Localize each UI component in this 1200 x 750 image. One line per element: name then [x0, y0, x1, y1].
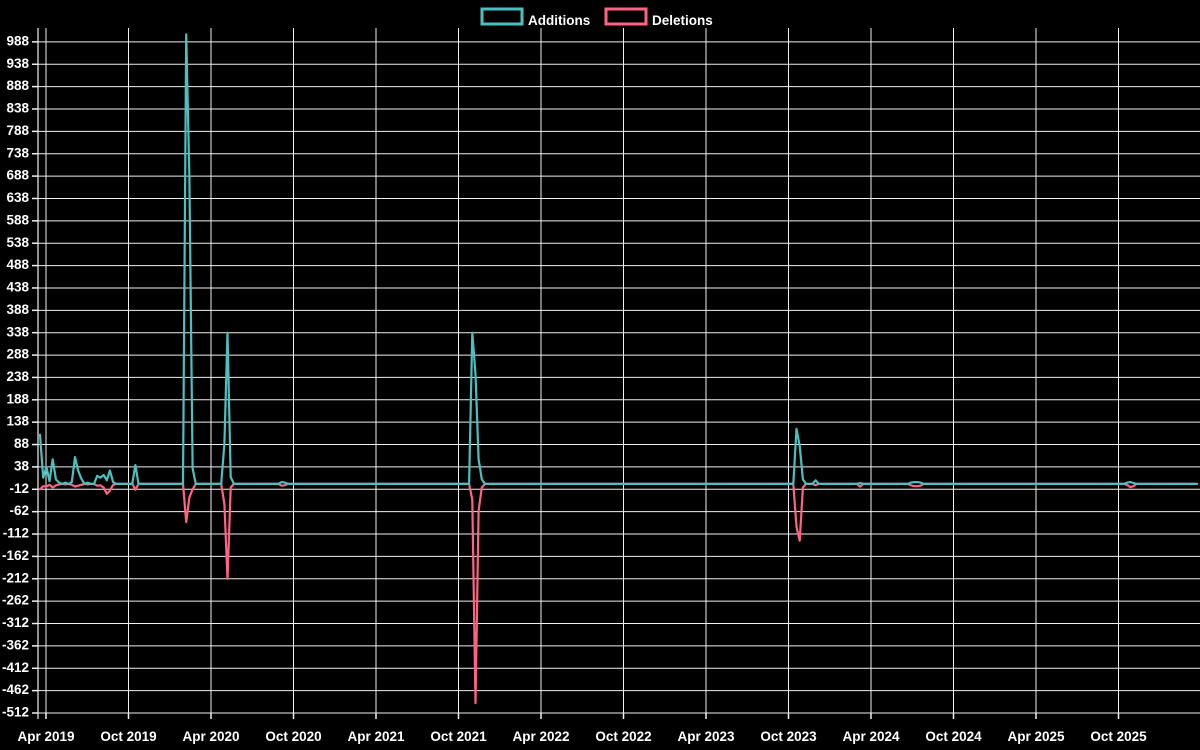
y-tick-label: -412: [2, 660, 29, 675]
y-tick-label: 538: [6, 235, 29, 250]
y-tick-label: 438: [6, 280, 29, 295]
x-tick-label: Apr 2020: [182, 729, 239, 744]
y-tick-label: -312: [2, 615, 29, 630]
x-tick-label: Oct 2023: [760, 729, 817, 744]
x-tick-label: Oct 2021: [430, 729, 487, 744]
y-tick-label: -112: [3, 526, 29, 541]
y-tick-label: -162: [2, 548, 29, 563]
y-tick-label: 288: [6, 347, 29, 362]
y-tick-label: 488: [6, 257, 29, 272]
x-tick-label: Apr 2023: [677, 729, 735, 744]
x-axis-labels: Apr 2019 Oct 2019 Apr 2020 Oct 2020 Apr 2021…: [17, 729, 1147, 744]
y-tick-label: 38: [14, 458, 30, 473]
x-tick-label: Apr 2021: [347, 729, 405, 744]
deletions-legend-label[interactable]: Deletions: [652, 13, 713, 28]
x-tick-label: Oct 2025: [1090, 729, 1147, 744]
y-tick-label: -512: [2, 705, 29, 720]
y-tick-label: -212: [2, 570, 29, 585]
y-tick-label: 938: [6, 56, 29, 71]
y-tick-label: 88: [14, 436, 30, 451]
additions-legend-swatch[interactable]: [480, 7, 524, 26]
y-tick-label: -12: [9, 481, 29, 496]
x-tick-label: Oct 2020: [265, 729, 321, 744]
y-tick-label: 838: [6, 101, 29, 116]
x-tick-label: Apr 2024: [842, 729, 900, 744]
y-tick-label: 738: [6, 145, 29, 160]
y-tick-label: -62: [9, 503, 29, 518]
x-tick-label: Oct 2019: [100, 729, 156, 744]
y-tick-label: 188: [6, 391, 29, 406]
y-tick-label: 638: [6, 190, 29, 205]
y-tick-label: 388: [6, 302, 29, 317]
y-tick-label: -262: [2, 593, 29, 608]
y-tick-label: 338: [6, 324, 29, 339]
y-axis-labels: 988 938 888 838 788 738 688 638 588 538 488 438 388 3…: [2, 33, 30, 719]
chart-axes: [32, 28, 1120, 719]
y-tick-label: 988: [6, 33, 29, 48]
y-tick-label: 588: [6, 212, 29, 227]
x-tick-label: Oct 2024: [925, 729, 982, 744]
y-tick-label: 138: [6, 414, 29, 429]
y-tick-label: 788: [6, 123, 29, 138]
additions-line: [38, 33, 1199, 485]
y-tick-label: -462: [2, 682, 29, 697]
additions-legend-label[interactable]: Additions: [528, 13, 590, 28]
x-tick-label: Apr 2025: [1007, 729, 1065, 744]
deletions-legend-swatch[interactable]: [604, 7, 648, 26]
legend: Additions Deletions: [480, 7, 713, 28]
y-tick-label: 238: [6, 369, 29, 384]
x-tick-label: Apr 2019: [17, 729, 74, 744]
y-tick-label: 888: [6, 78, 29, 93]
x-tick-label: Apr 2022: [512, 729, 569, 744]
y-tick-label: 688: [6, 168, 29, 183]
chart-grid: [38, 28, 1200, 714]
y-tick-label: -362: [2, 637, 29, 652]
x-tick-label: Oct 2022: [595, 729, 651, 744]
